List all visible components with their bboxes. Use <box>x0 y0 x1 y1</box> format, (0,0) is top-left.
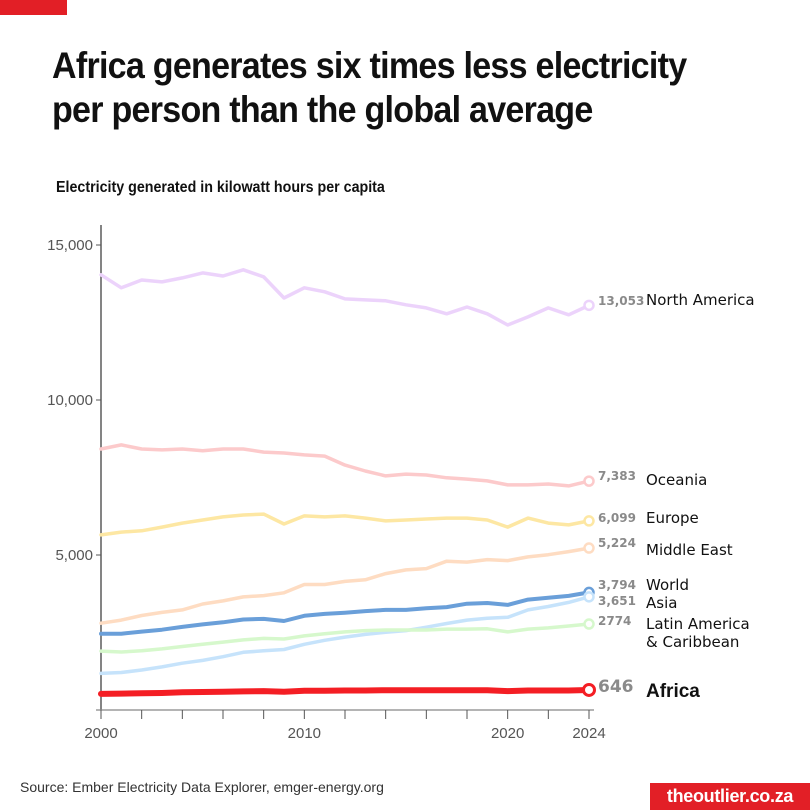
series-line-europe <box>99 512 591 537</box>
y-tick-label: 5,000 <box>55 547 93 564</box>
series-label-world: World <box>646 576 689 594</box>
end-value-latin-america-caribbean: 2774 <box>598 614 631 628</box>
series-line-north-america <box>99 268 591 327</box>
end-marker-latin-america-caribbean <box>583 618 595 630</box>
end-value-north-america: 13,053 <box>598 294 644 308</box>
series-label-latin-america-caribbean: & Caribbean <box>646 633 739 651</box>
end-marker-middle-east <box>583 542 595 554</box>
end-value-oceania: 7,383 <box>598 469 636 483</box>
chart-subtitle: Electricity generated in kilowatt hours … <box>56 179 385 196</box>
series-line-africa <box>98 687 592 697</box>
x-tick-label: 2024 <box>572 725 605 742</box>
end-marker-oceania <box>583 475 595 487</box>
brand-accent-bar <box>0 0 67 15</box>
x-tick-label: 2020 <box>491 725 524 742</box>
series-oceania <box>99 443 595 488</box>
series-label-latin-america-caribbean: Latin America <box>646 615 750 633</box>
brand-badge[interactable]: theoutlier.co.za <box>650 783 810 810</box>
end-value-africa: 646 <box>598 677 634 697</box>
series-latin-america-caribbean <box>99 618 595 654</box>
axes: 5,000 10,000 15,000 2000 2010 2020 2024 <box>47 225 606 742</box>
series-line-middle-east <box>99 546 591 625</box>
end-value-middle-east: 5,224 <box>598 536 636 550</box>
end-value-world: 3,794 <box>598 578 636 592</box>
end-marker-asia <box>583 591 595 603</box>
series-label-north-america: North America <box>646 291 755 309</box>
x-tick-label: 2010 <box>288 725 321 742</box>
series-label-asia: Asia <box>646 594 677 612</box>
end-marker-europe <box>583 515 595 527</box>
series-label-oceania: Oceania <box>646 471 707 489</box>
series-lines <box>98 268 596 697</box>
chart-title: Africa generates six times less electric… <box>52 45 687 130</box>
source-note: Source: Ember Electricity Data Explorer,… <box>20 779 384 795</box>
x-tick-label: 2000 <box>84 725 117 742</box>
end-value-asia: 3,651 <box>598 594 636 608</box>
series-asia <box>99 591 595 676</box>
series-line-oceania <box>99 443 591 488</box>
series-europe <box>99 512 595 537</box>
series-africa <box>98 682 596 697</box>
series-middle-east <box>99 542 595 625</box>
series-label-middle-east: Middle East <box>646 541 733 559</box>
series-label-europe: Europe <box>646 509 699 527</box>
series-line-latin-america-caribbean <box>99 622 591 654</box>
series-labels: 13,053 North America 7,383 Oceania 6,099 Euro… <box>598 291 755 702</box>
end-marker-africa <box>582 682 596 697</box>
end-marker-north-america <box>583 299 595 312</box>
y-tick-label: 15,000 <box>47 237 93 254</box>
series-line-world <box>99 590 591 636</box>
series-line-asia <box>99 595 591 676</box>
series-north-america <box>99 268 595 327</box>
series-label-africa: Africa <box>646 681 700 702</box>
line-chart: 5,000 10,000 15,000 2000 2010 2020 2024 13,053… <box>47 225 755 742</box>
end-value-europe: 6,099 <box>598 511 636 525</box>
y-tick-label: 10,000 <box>47 392 93 409</box>
